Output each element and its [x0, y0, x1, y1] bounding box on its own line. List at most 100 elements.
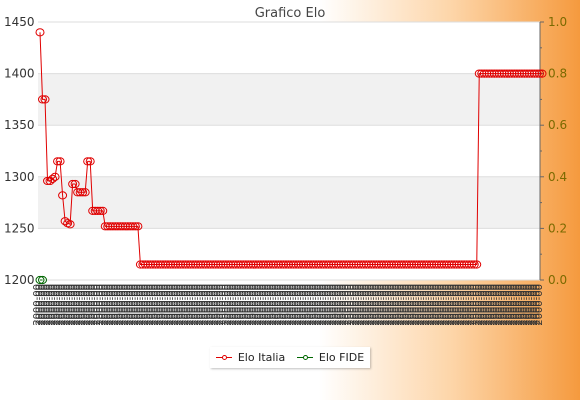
x-axis-tick-label: 2000-00 [376, 284, 387, 326]
x-axis-tick-label: 2000-00 [534, 284, 545, 326]
x-axis-tick-label: 2000-00 [152, 284, 163, 326]
x-axis-tick-label: 2000-00 [135, 284, 146, 326]
x-axis-tick-label: 2000-00 [313, 284, 324, 326]
x-axis-tick-label: 2000-00 [486, 284, 497, 326]
data-point [469, 260, 479, 269]
x-axis-tick-label: 2000-00 [283, 284, 294, 326]
data-point [58, 191, 68, 200]
x-axis-tick-label: 2000-00 [293, 284, 304, 326]
x-axis-tick-label: 2000-00 [326, 284, 337, 326]
x-axis-tick-label: 2000-00 [353, 284, 364, 326]
x-axis-tick-label: 2000-00 [117, 284, 128, 326]
x-axis-tick-label: 2000-00 [223, 284, 234, 326]
x-axis-tick-label: 2000-00 [37, 284, 48, 326]
data-point [38, 95, 48, 104]
x-axis-tick-label: 2000-00 [371, 284, 382, 326]
x-axis-tick-label: 2000-00 [351, 284, 362, 326]
x-axis-tick-label: 2000-00 [130, 284, 141, 326]
data-point [45, 176, 55, 186]
x-axis-tick-label: 2000-00 [531, 284, 542, 326]
x-axis-tick-label: 2000-00 [343, 284, 354, 326]
x-axis-tick-label: 2000-00 [70, 284, 81, 326]
x-axis-tick-label: 2000-00 [225, 284, 236, 326]
x-axis-tick-label: 2000-00 [318, 284, 329, 326]
x-axis-tick-label: 2000-00 [67, 284, 78, 326]
x-axis-tick-label: 2000-00 [403, 284, 414, 326]
x-axis-tick-label: 2000-00 [501, 284, 512, 326]
x-axis-tick-label: 2000-00 [55, 284, 66, 326]
data-point [53, 157, 63, 166]
data-point [78, 188, 88, 197]
x-axis-tick-label: 2000-00 [270, 284, 281, 326]
x-axis-tick-label: 2000-00 [434, 284, 445, 326]
x-axis-tick-label: 2000-00 [268, 284, 279, 326]
x-axis-tick-label: 2000-00 [419, 284, 430, 326]
x-axis-tick-label: 2000-00 [200, 284, 211, 326]
left-axis-ticks: 1200 1250 1300 1350 1400 1450 [4, 15, 35, 287]
x-axis-tick-label: 2000-00 [105, 284, 116, 326]
x-axis-tick-label: 2000-00 [298, 284, 309, 326]
legend-entry[interactable]: Elo Italia [215, 351, 285, 364]
x-axis-tick-label: 2000-00 [301, 284, 312, 326]
chart-title: Grafico Elo [255, 6, 326, 21]
right-axis-tick-label: 0.8 [548, 67, 567, 81]
x-axis-tick-label: 2000-00 [471, 284, 482, 326]
x-axis-tick-label: 2000-00 [238, 284, 249, 326]
x-axis-tick-label: 2000-00 [393, 284, 404, 326]
x-axis-tick-label: 2000-00 [215, 284, 226, 326]
data-point [38, 275, 48, 285]
x-axis-tick-label: 2000-00 [160, 284, 171, 326]
x-axis-tick-label: 2000-00 [265, 284, 276, 326]
x-axis-tick-label: 2000-00 [381, 284, 392, 326]
x-axis-tick-label: 2000-00 [240, 284, 251, 326]
x-axis-tick-label: 2000-00 [82, 284, 93, 326]
x-axis-tick-label: 2000-00 [75, 284, 86, 326]
plot-band [38, 176, 540, 229]
x-axis-tick-label: 2000-00 [255, 284, 266, 326]
x-axis-tick-label: 2000-00 [50, 284, 61, 326]
x-axis-tick-label: 2000-00 [47, 284, 58, 326]
data-point [98, 206, 108, 215]
data-point [83, 157, 93, 166]
x-axis-tick-label: 2000-00 [303, 284, 314, 326]
series-layer [35, 28, 547, 285]
x-axis-tick-label: 2000-00 [338, 284, 349, 326]
x-axis-tick-label: 2000-00 [165, 284, 176, 326]
x-axis-tick-label: 2000-00 [378, 284, 389, 326]
x-axis-tick-label: 2000-00 [273, 284, 284, 326]
x-axis-tick-label: 2000-00 [526, 284, 537, 326]
x-axis-tick-label: 2000-00 [466, 284, 477, 326]
x-axis-tick-label: 2000-00 [529, 284, 540, 326]
x-axis-tick-label: 2000-00 [441, 284, 452, 326]
x-axis-tick-label: 2000-00 [424, 284, 435, 326]
x-axis-tick-label: 2000-00 [250, 284, 261, 326]
x-axis-tick-label: 2000-00 [346, 284, 357, 326]
x-axis-tick-label: 2000-00 [506, 284, 517, 326]
right-axis-tick-label: 0.2 [548, 221, 567, 235]
x-axis-tick-label: 2000-00 [451, 284, 462, 326]
x-axis-tick-label: 2000-00 [421, 284, 432, 326]
x-axis-tick-label: 2000-00 [230, 284, 241, 326]
x-axis-tick-label: 2000-00 [286, 284, 297, 326]
x-axis-tick-label: 2000-00 [481, 284, 492, 326]
x-axis-tick-label: 2000-00 [145, 284, 156, 326]
x-axis-tick-label: 2000-00 [414, 284, 425, 326]
x-axis-tick-label: 2000-00 [102, 284, 113, 326]
x-axis-tick-label: 2000-00 [396, 284, 407, 326]
plot-background [38, 22, 540, 280]
x-axis-tick-label: 2000-00 [288, 284, 299, 326]
plot-area [38, 22, 540, 280]
data-point [65, 220, 75, 229]
legend-swatch [215, 354, 232, 362]
legend-entry[interactable]: Elo FIDE [296, 351, 364, 364]
x-axis-tick-label: 2000-00 [180, 284, 191, 326]
right-axis-tick-label: 1.0 [548, 15, 567, 29]
x-axis-tick-label: 2000-00 [489, 284, 500, 326]
x-axis-tick-label: 2000-00 [496, 284, 507, 326]
x-axis-tick-label: 2000-00 [449, 284, 460, 326]
x-axis-tick-label: 2000-00 [35, 284, 46, 326]
data-point [55, 157, 65, 166]
left-axis-tick-label: 1450 [4, 15, 35, 29]
